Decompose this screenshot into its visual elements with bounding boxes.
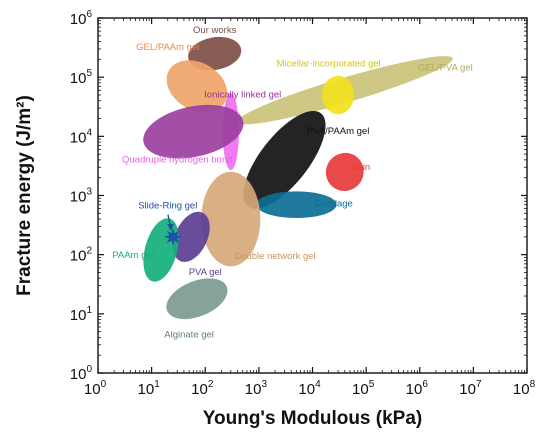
regions-layer <box>143 36 453 320</box>
y-tick-label: 104 <box>70 127 93 146</box>
label-gel-paam-gel: GEL/PAAm gel <box>136 42 199 53</box>
y-tick-label: 102 <box>70 246 93 265</box>
label-our-works: Our works <box>193 25 237 36</box>
region-alginate-gel <box>166 278 228 320</box>
x-tick-label: 108 <box>513 379 536 398</box>
label-double-network-gel: Double network gel <box>234 251 315 262</box>
x-tick-label: 105 <box>352 379 375 398</box>
x-tick-label: 102 <box>191 379 214 398</box>
label-gel-pva-gel: GEL/PVA gel <box>418 62 473 73</box>
x-tick-label: 107 <box>459 379 482 398</box>
x-tick-label: 101 <box>138 379 161 398</box>
region-our-works <box>188 36 242 71</box>
y-tick-label: 103 <box>70 187 93 206</box>
x-tick-label: 100 <box>84 379 107 398</box>
slide-ring-marker <box>164 227 182 246</box>
label-slide-ring-gel: Slide-Ring gel <box>138 201 197 212</box>
region-double-network-gel <box>201 171 261 267</box>
y-tick-label: 105 <box>70 68 93 87</box>
y-tick-label: 100 <box>70 364 93 383</box>
y-tick-label: 101 <box>70 305 93 324</box>
marker-layer <box>164 214 182 246</box>
label-ionically-linked-gel: Ionically linked gel <box>204 90 281 101</box>
region-cartilage <box>256 191 337 218</box>
region-gel-paam-gel <box>166 60 228 113</box>
x-tick-label: 104 <box>298 379 321 398</box>
label-pva-gel: PVA gel <box>189 267 222 278</box>
label-skin: Skin <box>352 162 370 173</box>
label-paam-gel: PAAm gel <box>112 250 154 261</box>
x-axis-title: Young's Modulous (kPa) <box>203 408 423 429</box>
region-micellar-incorporated-gel <box>321 75 355 115</box>
region-pva-gel <box>172 211 210 262</box>
region-pva-paam-gel <box>243 110 326 209</box>
y-tick-label: 106 <box>70 9 93 28</box>
x-tick-label: 103 <box>245 379 268 398</box>
label-alginate-gel: Alginate gel <box>164 329 214 340</box>
labels-layer: GEL/PVA gel Our works GEL/PAAm gel Micellar… <box>112 25 472 340</box>
label-micellar-incorporated-gel: Micellar-incorporated gel <box>277 59 381 70</box>
x-tick-label: 106 <box>406 379 429 398</box>
region-skin <box>325 152 364 192</box>
slide-ring-arrowhead <box>166 223 174 231</box>
label-pva-paam-gel: PVA/PAAm gel <box>307 126 369 137</box>
ticks-layer: 100 101 102 103 104 105 106 107 108 100 101 102 103 1… <box>70 9 536 398</box>
label-cartilage: Cartilage <box>315 199 353 210</box>
label-quadruple-hydrogen-bond: Quadruple hydrogen bond <box>122 155 232 166</box>
y-axis-title: Fracture energy (J/m²) <box>14 95 35 296</box>
region-quadruple-hydrogen-bond <box>143 104 244 159</box>
